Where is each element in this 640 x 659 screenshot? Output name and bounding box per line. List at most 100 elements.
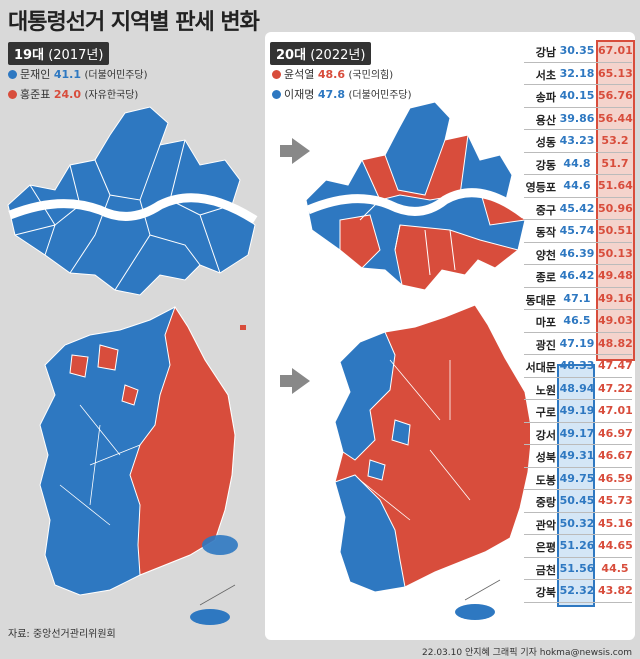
district-name: 마포 — [535, 316, 556, 329]
lee-value: 46.39 — [559, 246, 595, 260]
watermark: NEWSIS — [495, 618, 590, 642]
source-text: 자료: 중앙선거관리위원회 — [8, 629, 116, 640]
right-badge: 20대 (2022년) — [270, 42, 372, 65]
lee-value: 46.42 — [559, 269, 595, 282]
legend-party: (자유한국당) — [84, 90, 139, 101]
district-row: 강서 49.17 46.97 — [524, 423, 634, 445]
district-row: 양천 46.39 50.13 — [524, 243, 634, 265]
left-legend-0: 문재인 41.1 (더불어민주당) — [8, 66, 148, 82]
credit-text: 22.03.10 안지혜 그래픽 기자 hokma@newsis.com — [422, 648, 633, 658]
blue-dot-icon — [8, 70, 17, 79]
yoon-value: 46.59 — [598, 471, 633, 485]
legend-name: 이재명 — [284, 88, 315, 101]
page-title: 대통령선거 지역별 판세 변화 — [8, 10, 260, 35]
row-divider — [524, 219, 632, 220]
legend-party: (국민의힘) — [348, 70, 394, 81]
yoon-value: 44.65 — [598, 539, 633, 552]
district-row: 도봉 49.75 46.59 — [524, 468, 634, 490]
row-divider — [524, 106, 632, 108]
blue-dot-icon — [272, 90, 281, 99]
seoul-map-2017 — [7, 106, 258, 296]
district-name: 금천 — [535, 563, 556, 577]
row-divider — [524, 241, 632, 243]
district-name: 성북 — [535, 451, 556, 464]
row-divider — [524, 579, 632, 580]
yoon-value: 50.13 — [598, 246, 633, 260]
lee-value: 39.86 — [559, 111, 595, 125]
yoon-value: 67.01 — [598, 44, 633, 57]
left-badge: 19대 (2017년) — [8, 42, 110, 65]
district-name: 강동 — [535, 158, 556, 172]
lee-value: 49.31 — [559, 449, 595, 462]
row-divider — [524, 174, 632, 175]
row-divider — [524, 264, 632, 265]
legend-party: (더불어민주당) — [84, 70, 148, 81]
yoon-value: 47.22 — [598, 381, 633, 395]
korea-map-2017 — [39, 305, 246, 625]
yoon-value: 45.16 — [598, 516, 633, 530]
district-name: 중랑 — [535, 496, 556, 509]
row-divider — [524, 601, 632, 603]
row-divider — [524, 399, 632, 400]
lee-value: 49.75 — [559, 471, 595, 485]
lee-value: 47.19 — [559, 336, 595, 350]
row-divider — [524, 129, 632, 130]
district-name: 성동 — [535, 136, 556, 149]
arrow-right-icon — [280, 138, 310, 164]
red-dot-icon — [272, 70, 281, 79]
right-badge-num: 20대 — [276, 48, 307, 63]
yoon-value: 49.16 — [598, 291, 633, 305]
district-name: 강서 — [535, 428, 556, 442]
lee-value: 30.35 — [559, 44, 595, 57]
legend-value: 48.6 — [317, 68, 346, 81]
district-row: 송파 40.15 56.76 — [524, 85, 634, 108]
yoon-value: 50.51 — [598, 224, 633, 237]
lee-value: 48.33 — [559, 359, 595, 372]
row-divider — [524, 151, 632, 153]
district-name: 노원 — [535, 383, 556, 397]
yoon-value: 45.73 — [598, 494, 633, 507]
district-row: 강동 44.8 51.7 — [524, 153, 634, 175]
district-table: 강남 30.35 67.01 서초 32.18 65.13 송파 40.15 56.76 용산 39… — [524, 40, 634, 603]
lee-value: 48.94 — [559, 381, 595, 395]
row-divider — [524, 309, 632, 310]
red-dot-icon — [8, 90, 17, 99]
district-row: 은평 51.26 44.65 — [524, 535, 634, 558]
yoon-lead-box — [596, 40, 635, 361]
right-badge-year: (2022년) — [310, 48, 366, 63]
row-divider — [524, 444, 632, 445]
yoon-value: 48.82 — [598, 336, 633, 350]
yoon-value: 46.67 — [598, 449, 633, 462]
yoon-value: 51.64 — [598, 179, 633, 192]
lee-value: 50.45 — [559, 494, 595, 507]
yoon-value: 46.97 — [598, 426, 633, 440]
lee-value: 45.42 — [559, 201, 595, 215]
legend-value: 47.8 — [317, 88, 346, 101]
district-name: 종로 — [535, 271, 556, 284]
district-name: 도봉 — [535, 473, 556, 487]
row-divider — [524, 556, 632, 558]
yoon-value: 56.44 — [598, 111, 633, 125]
right-legend-1: 이재명 47.8 (더불어민주당) — [272, 86, 412, 102]
row-divider — [524, 196, 632, 198]
district-name: 은평 — [535, 541, 556, 554]
district-name: 강북 — [535, 586, 556, 599]
district-row: 서초 32.18 65.13 — [524, 63, 634, 85]
legend-party: (더불어민주당) — [348, 90, 412, 101]
district-name: 구로 — [535, 406, 556, 419]
lee-value: 49.19 — [559, 404, 595, 417]
district-name: 송파 — [535, 91, 556, 104]
row-divider — [524, 286, 632, 288]
district-row: 마포 46.5 49.03 — [524, 310, 634, 333]
legend-value: 41.1 — [53, 68, 82, 81]
seoul-map-2022 — [305, 101, 528, 291]
lee-value: 43.23 — [559, 134, 595, 147]
yoon-value: 50.96 — [598, 201, 633, 215]
district-name: 동대문 — [525, 293, 556, 307]
district-name: 관악 — [535, 518, 556, 532]
district-name: 광진 — [535, 338, 556, 352]
left-badge-num: 19대 — [14, 48, 45, 63]
district-name: 양천 — [535, 248, 556, 262]
district-row: 강북 52.32 43.82 — [524, 580, 634, 603]
yoon-value: 44.5 — [601, 561, 629, 575]
